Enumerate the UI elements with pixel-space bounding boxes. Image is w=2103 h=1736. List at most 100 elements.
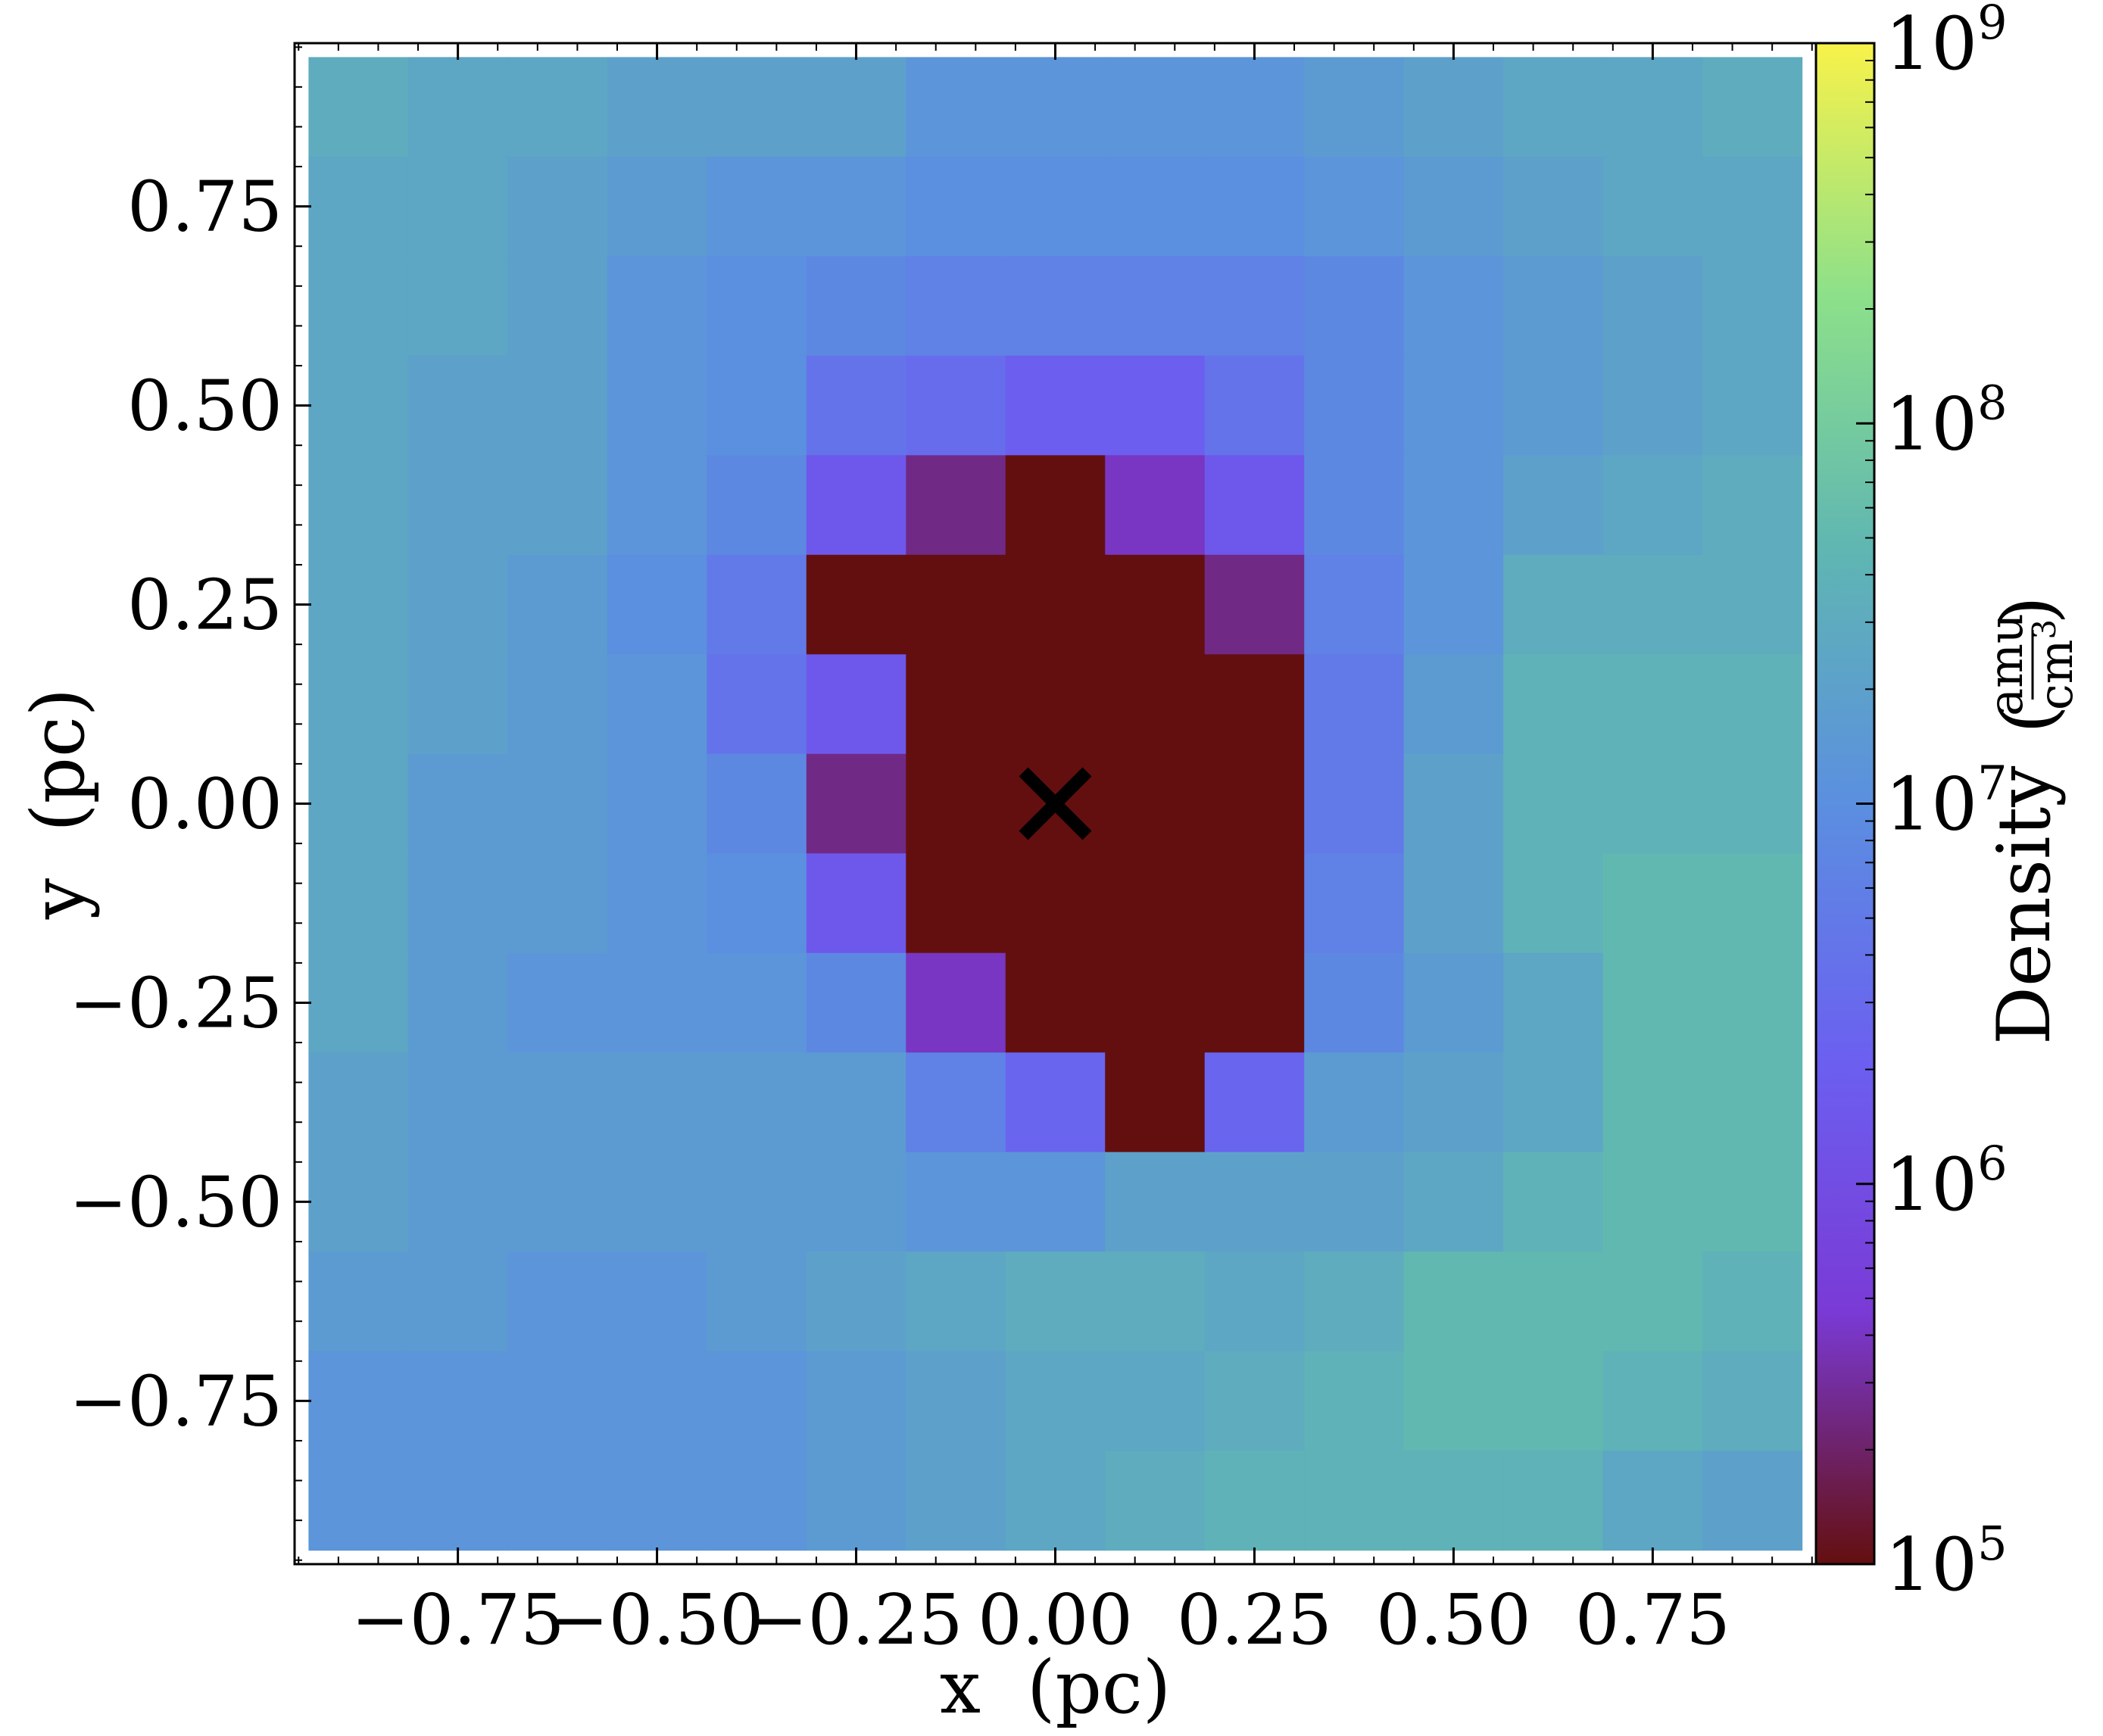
heatmap-cell [1602, 853, 1703, 954]
heatmap-cell [507, 355, 608, 456]
heatmap-cell [806, 355, 906, 456]
heatmap-cell [1403, 455, 1504, 556]
heatmap-cell [806, 1251, 906, 1352]
heatmap-cell [707, 57, 807, 157]
heatmap-cell [1403, 1152, 1504, 1252]
heatmap-cell [407, 654, 508, 755]
heatmap-cell [407, 1351, 508, 1451]
heatmap-cell [906, 455, 1006, 556]
heatmap-cell [1702, 654, 1803, 755]
heatmap-cell [1702, 355, 1803, 456]
heatmap-cell [1204, 753, 1305, 854]
heatmap-cell [507, 256, 608, 357]
heatmap-cell [707, 1251, 807, 1352]
heatmap-cell [806, 455, 906, 556]
heatmap-cell [607, 1052, 707, 1153]
heatmap-cell [707, 355, 807, 456]
heatmap-cell [507, 1152, 608, 1252]
heatmap-cell [806, 1152, 906, 1252]
heatmap-cell [308, 1351, 409, 1451]
heatmap-cell [1602, 1052, 1703, 1153]
heatmap-cell [1204, 256, 1305, 357]
heatmap-cell [1005, 952, 1106, 1053]
heatmap-cell [906, 1351, 1006, 1451]
heatmap-cell [308, 1052, 409, 1153]
heatmap-cell [707, 952, 807, 1053]
heatmap-cell [707, 1451, 807, 1551]
heatmap-cell [607, 753, 707, 854]
heatmap-cell [1105, 1451, 1206, 1551]
heatmap-cell [407, 1251, 508, 1352]
heatmap-cell [1204, 853, 1305, 954]
heatmap-cell [1602, 57, 1703, 157]
heatmap-cell [707, 1052, 807, 1153]
heatmap-cell [607, 1351, 707, 1451]
heatmap-cell [507, 1451, 608, 1551]
x-tick-label: 0.00 [978, 1579, 1133, 1660]
heatmap-cell [308, 1451, 409, 1551]
x-tick-label: 0.50 [1376, 1579, 1531, 1660]
heatmap-cell [906, 1251, 1006, 1352]
heatmap-cell [308, 156, 409, 257]
x-axis-ticks: −0.75−0.50−0.25 0.00 0.25 0.50 0.75 [298, 43, 1813, 1660]
heatmap-cell [1403, 554, 1504, 655]
heatmap-cell [1403, 1052, 1504, 1153]
heatmap-cell [806, 57, 906, 157]
y-tick-label: −0.25 [69, 962, 282, 1043]
heatmap-cell [1403, 355, 1504, 456]
heatmap-cell [1602, 1152, 1703, 1252]
heatmap-cell [607, 1152, 707, 1252]
heatmap-cell [1005, 156, 1106, 257]
x-tick-label: −0.50 [551, 1579, 764, 1660]
heatmap-cell [407, 1451, 508, 1551]
heatmap-cell [1304, 57, 1405, 157]
heatmap-cell [1204, 156, 1305, 257]
heatmap-cell [1503, 853, 1604, 954]
heatmap-cell [1403, 1451, 1504, 1551]
y-tick-label: 0.25 [127, 565, 282, 646]
heatmap-cell [407, 57, 508, 157]
colorbar-unit-paren-left: ( [1986, 705, 2071, 733]
heatmap-cell [906, 156, 1006, 257]
heatmap-cell [906, 753, 1006, 854]
heatmap-cell [806, 1351, 906, 1451]
heatmap-cell [1304, 1351, 1405, 1451]
heatmap-cell [1005, 853, 1106, 954]
x-axis-label: x (pc) [940, 1645, 1171, 1730]
heatmap-cell [806, 1052, 906, 1153]
heatmap-cell [407, 1152, 508, 1252]
heatmap-cell [1105, 156, 1206, 257]
heatmap-cell [1105, 853, 1206, 954]
heatmap-cell [1204, 1451, 1305, 1551]
heatmap-cell [1005, 256, 1106, 357]
heatmap-cell [1005, 57, 1106, 157]
heatmap-cell [1503, 57, 1604, 157]
heatmap-cell [507, 455, 608, 556]
heatmap-cell [1105, 1152, 1206, 1252]
heatmap-cell [1304, 1451, 1405, 1551]
heatmap-cell [806, 156, 906, 257]
heatmap-cell [1602, 1451, 1703, 1551]
y-tick-label: 0.50 [127, 366, 282, 447]
heatmap-cell [707, 1351, 807, 1451]
heatmap-cell [607, 952, 707, 1053]
heatmap-cell [707, 654, 807, 755]
colorbar-unit-numerator: amu [1978, 613, 2033, 716]
heatmap-cell [507, 156, 608, 257]
heatmap-cell [1304, 654, 1405, 755]
heatmap-cell [507, 554, 608, 655]
heatmap-cell [906, 256, 1006, 357]
heatmap-cell [407, 455, 508, 556]
colorbar-tick-label: 105 [1885, 1516, 2008, 1607]
heatmap-cell [407, 156, 508, 257]
heatmap-cell [607, 355, 707, 456]
heatmap-cell [906, 554, 1006, 655]
heatmap-cell [1503, 952, 1604, 1053]
x-tick-label: −0.25 [750, 1579, 963, 1660]
heatmap-cell [1304, 952, 1405, 1053]
x-tick-label: −0.75 [351, 1579, 565, 1660]
x-tick-label: 0.25 [1177, 1579, 1332, 1660]
heatmap-cell [1602, 1351, 1703, 1451]
heatmap-cell [607, 156, 707, 257]
heatmap-cell [1403, 853, 1504, 954]
